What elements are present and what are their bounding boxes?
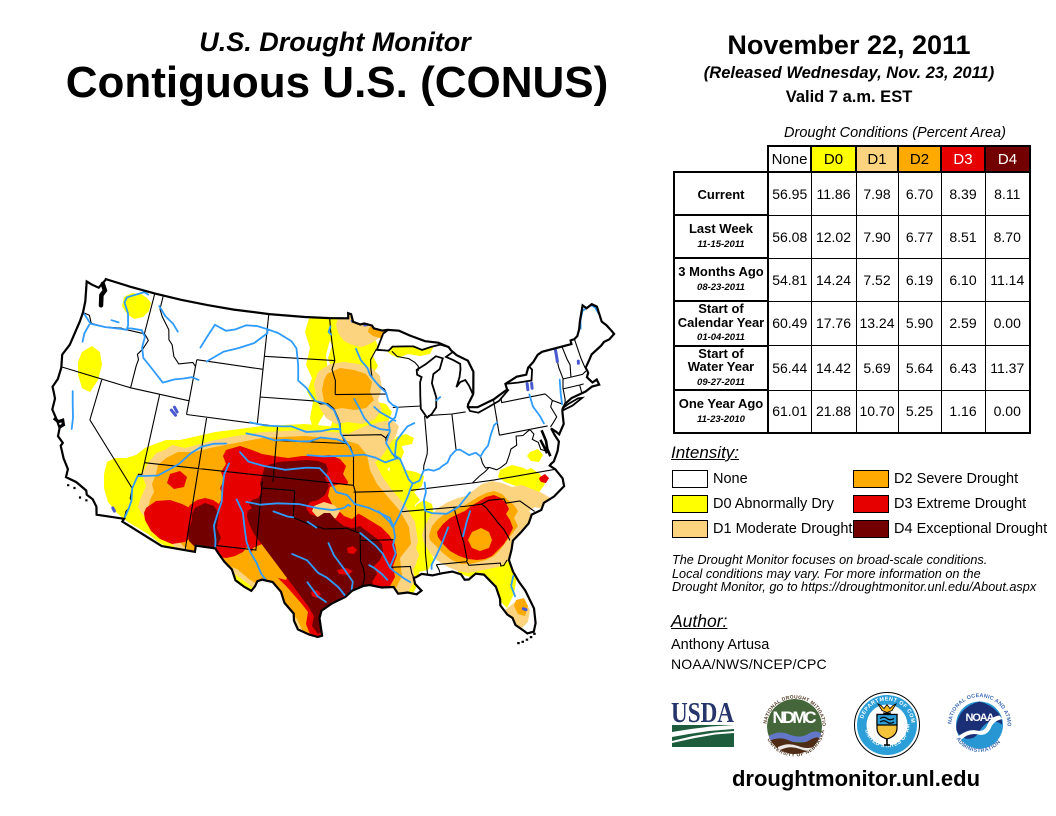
svg-text:NOAA: NOAA — [966, 712, 995, 724]
svg-text:USDA: USDA — [671, 700, 734, 729]
svg-text:NDMC: NDMC — [773, 708, 817, 727]
